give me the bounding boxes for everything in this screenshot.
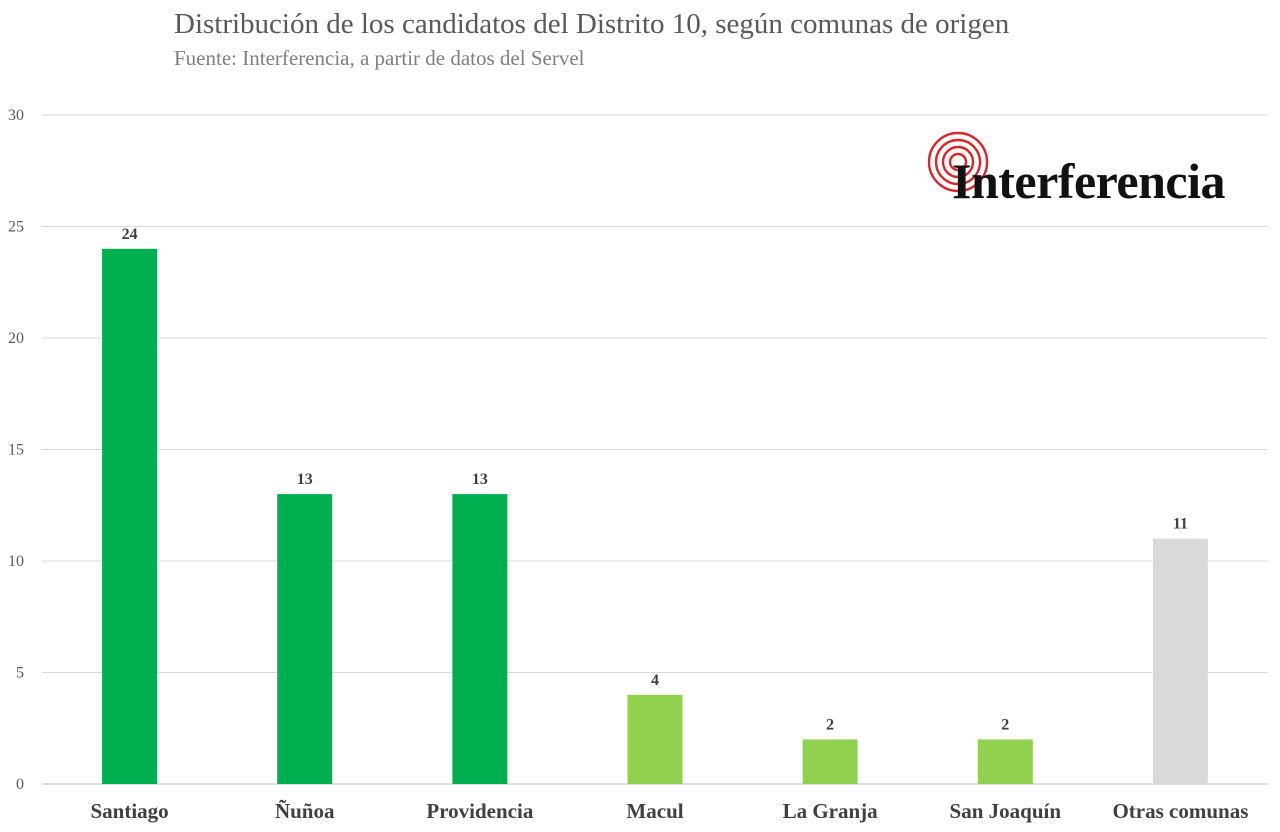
data-label: 13 [297,471,313,488]
signal-ring [948,152,968,172]
gridlines [42,114,1268,785]
bar [802,739,858,784]
bar [1152,538,1208,784]
y-tick-label: 25 [8,219,24,236]
x-tick-label: Macul [626,799,683,823]
signal-ring [927,131,989,193]
data-label: 4 [651,672,659,689]
chart-subtitle: Fuente: Interferencia, a partir de datos… [174,46,585,70]
bar [977,739,1033,784]
bar [277,494,333,784]
chart-title: Distribución de los candidatos del Distr… [174,8,1010,40]
y-axis: 0 5 10 15 20 25 30 [8,107,24,793]
x-axis: Santiago Ñuñoa Providencia Macul La Granja Sa… [90,799,1248,823]
data-label: 24 [122,226,138,243]
x-tick-label: Providencia [426,799,533,823]
y-tick-label: 20 [8,330,24,347]
logo-text: Interferencia [952,153,1226,209]
signal-rings-icon [927,131,989,193]
y-tick-label: 5 [16,665,24,682]
x-tick-label: Otras comunas [1112,799,1248,823]
data-label: 13 [472,471,488,488]
x-tick-label: San Joaquín [950,799,1062,823]
data-label: 2 [826,716,834,733]
interferencia-logo: Interferencia [922,126,1262,210]
x-tick-label: La Granja [783,799,879,823]
y-tick-label: 10 [8,553,24,570]
bar [102,248,158,785]
signal-ring [934,138,982,186]
y-tick-label: 30 [8,107,24,124]
data-label: 11 [1173,516,1188,533]
signal-ring [941,145,975,179]
x-tick-label: Ñuñoa [275,799,335,823]
bars: 24 13 13 4 2 2 11 [102,226,1208,785]
bar [452,494,508,784]
y-tick-label: 0 [16,776,24,793]
y-tick-label: 15 [8,442,24,459]
bar [627,694,683,784]
x-tick-label: Santiago [90,799,168,823]
data-label: 2 [1001,716,1009,733]
